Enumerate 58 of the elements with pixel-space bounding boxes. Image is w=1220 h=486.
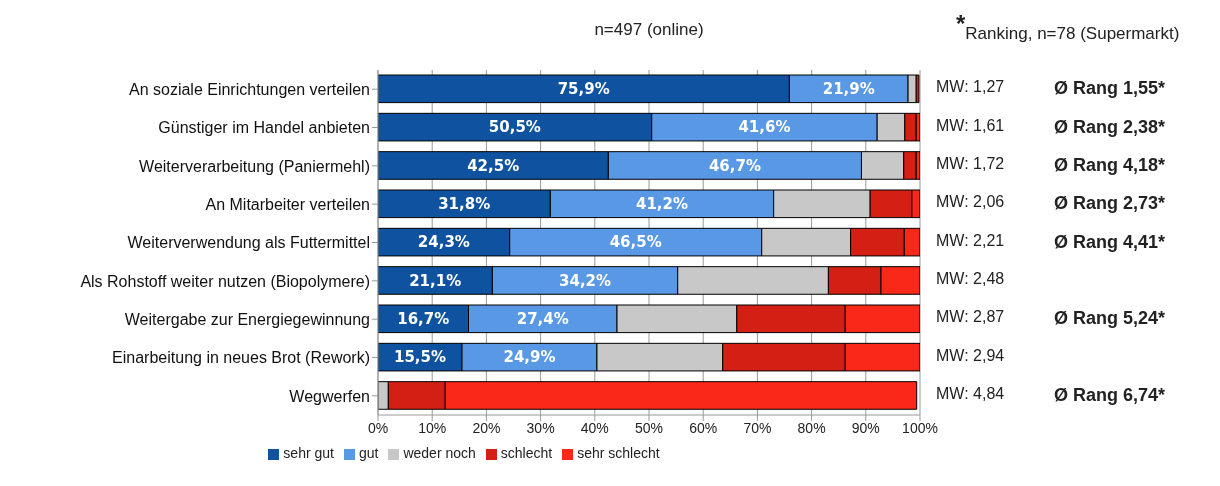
data-label: 24,9%: [503, 348, 556, 367]
y-tick-label: Günstiger im Handel anbieten: [158, 119, 370, 137]
x-tick-label: 30%: [526, 419, 555, 436]
text: MW: 2,21: [936, 231, 1005, 250]
y-tick-label: An Mitarbeiter verteilen: [205, 195, 370, 213]
data-label: 34,2%: [559, 271, 612, 290]
text: MW: 2,06: [936, 193, 1005, 212]
text: MW: 2,94: [936, 346, 1005, 365]
data-label: 41,6%: [738, 118, 791, 137]
data-label: 46,5%: [609, 233, 662, 252]
text: Ø Rang 2,38*: [1054, 116, 1166, 138]
data-label: 16,7%: [397, 310, 450, 329]
x-tick-label: 50%: [634, 419, 664, 436]
legend-label: gut: [358, 445, 379, 461]
text: Ø Rang 5,24*: [1054, 308, 1166, 330]
y-tick-label: Wegwerfen: [289, 387, 370, 405]
data-label: 31,8%: [438, 195, 491, 214]
text: Ø Rang 4,18*: [1054, 154, 1166, 176]
x-tick-label: 20%: [472, 419, 501, 436]
data-label: 46,7%: [708, 156, 761, 175]
y-tick-label: Als Rohstoff weiter nutzen (Biopolymere): [80, 272, 370, 290]
data-label: 27,4%: [516, 310, 569, 329]
text: MW: 1,72: [936, 154, 1005, 173]
data-label: 24,3%: [417, 233, 470, 252]
x-tick-label: 10%: [418, 419, 447, 436]
chart-title: n=497 (online): [593, 20, 705, 40]
data-label: 50,5%: [488, 118, 541, 137]
text: MW: 1,27: [936, 78, 1005, 97]
x-tick-label: 80%: [797, 419, 826, 436]
data-label: 21,1%: [409, 271, 462, 290]
x-tick-label: 90%: [851, 419, 880, 436]
text: Ø Rang 4,41*: [1054, 231, 1166, 253]
data-label: 41,2%: [635, 195, 689, 214]
y-tick-label: Einarbeitung in neues Brot (Rework): [112, 349, 370, 367]
text: MW: 4,84: [936, 384, 1005, 403]
text: MW: 1,61: [936, 116, 1005, 135]
y-tick-label: Weitergabe zur Energiegewinnung: [124, 310, 370, 328]
data-label: 75,9%: [557, 80, 610, 99]
data-label: 42,5%: [467, 156, 520, 175]
x-tick-label: 40%: [580, 419, 609, 436]
y-tick-label: An soziale Einrichtungen verteilen: [128, 80, 370, 98]
text: Ø Rang 1,55*: [1054, 78, 1166, 100]
data-label: 15,5%: [393, 348, 447, 367]
text: Ø Rang 2,73*: [1054, 193, 1166, 215]
text: Ø Rang 6,74*: [1054, 384, 1166, 406]
y-tick-label: Weiterverwendung als Futtermittel: [127, 234, 370, 252]
x-tick-label: 100%: [902, 419, 938, 436]
y-tick-label: Weiterverarbeitung (Paniermehl): [139, 157, 370, 175]
text: MW: 2,87: [936, 308, 1005, 327]
legend-label: weder noch: [403, 445, 476, 461]
x-tick-label: 60%: [689, 419, 718, 436]
data-label: 21,9%: [822, 80, 875, 99]
legend-label: sehr gut: [283, 445, 334, 461]
text: MW: 2,48: [936, 269, 1005, 288]
x-tick-label: 0%: [367, 419, 389, 436]
legend-label: schlecht: [500, 445, 553, 461]
legend-label: sehr schlecht: [577, 445, 660, 461]
x-tick-label: 70%: [743, 419, 772, 436]
